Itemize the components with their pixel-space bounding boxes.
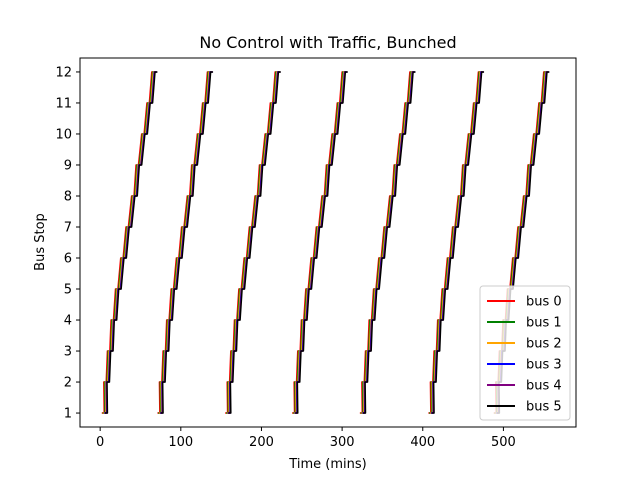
legend: bus 0 bus 1 bus 2 bus 3 bus 4 bus 5 (479, 285, 571, 421)
x-tick-label: 0 (96, 435, 104, 450)
legend-frame (479, 285, 571, 421)
series-layer (101, 71, 550, 414)
legend-label: bus 4 (526, 379, 562, 394)
x-tick-label: 200 (249, 435, 274, 450)
series-line (295, 71, 348, 414)
series-line (159, 71, 212, 414)
series-line (431, 71, 485, 414)
series-line (429, 71, 482, 414)
x-tick-label: 300 (330, 435, 355, 450)
plot-frame (79, 57, 577, 428)
chart-title: No Control with Traffic, Bunched (199, 33, 456, 52)
series-line (360, 71, 414, 414)
series-line (158, 71, 211, 414)
y-tick-label: 10 (55, 127, 72, 142)
x-tick-label: 400 (410, 435, 435, 450)
legend-label: bus 1 (526, 316, 562, 331)
series-line (428, 71, 481, 414)
x-tick-label: 100 (168, 435, 193, 450)
series-line (102, 71, 155, 414)
series-line (226, 71, 280, 414)
y-tick-label: 6 (64, 252, 72, 267)
x-tick-label: 500 (491, 435, 516, 450)
y-tick-label: 4 (64, 314, 72, 329)
y-tick-label: 3 (64, 345, 72, 360)
series-line (105, 71, 158, 414)
series-line (430, 71, 483, 414)
series-line (157, 71, 210, 414)
y-tick-label: 12 (55, 65, 72, 80)
series-line (228, 71, 281, 414)
series-line (101, 71, 155, 414)
y-tick-label: 2 (64, 376, 72, 391)
series-bus-5 (105, 71, 550, 414)
series-line (160, 71, 214, 414)
series-line (293, 71, 347, 414)
legend-label: bus 3 (526, 358, 562, 373)
x-axis-label: Time (mins) (288, 457, 366, 472)
legend-label: bus 5 (526, 400, 562, 415)
series-line (103, 71, 156, 414)
series-line (292, 71, 345, 414)
y-axis-label: Bus Stop (33, 213, 48, 271)
series-line (359, 71, 413, 414)
x-axis: 0 100 200 300 400 500 (96, 427, 516, 450)
y-tick-label: 9 (64, 158, 72, 173)
legend-label: bus 2 (526, 337, 562, 352)
series-line (361, 71, 414, 414)
series-bus-0 (101, 71, 547, 414)
series-bus-1 (102, 71, 547, 414)
y-tick-label: 5 (64, 283, 72, 298)
y-tick-label: 7 (64, 220, 72, 235)
y-tick-label: 1 (64, 407, 72, 422)
series-line (225, 71, 278, 414)
series-line (225, 71, 279, 414)
y-tick-label: 11 (55, 96, 72, 111)
y-tick-label: 8 (64, 189, 72, 204)
series-line (292, 71, 346, 414)
legend-label: bus 0 (526, 295, 562, 310)
series-line (363, 71, 416, 414)
